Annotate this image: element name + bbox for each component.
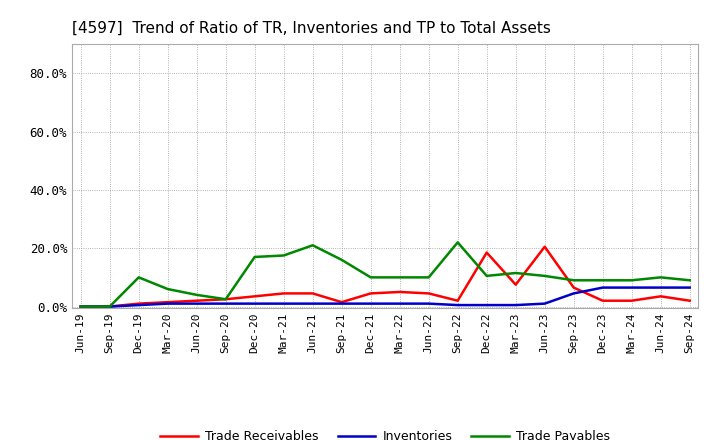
Trade Receivables: [482, 250, 491, 255]
Inventories: [105, 304, 114, 309]
Trade Payables: [338, 257, 346, 263]
Inventories: [221, 301, 230, 306]
Trade Payables: [570, 278, 578, 283]
Trade Payables: [598, 278, 607, 283]
Trade Receivables: [685, 298, 694, 303]
Inventories: [454, 302, 462, 308]
Trade Payables: [627, 278, 636, 283]
Trade Payables: [163, 286, 172, 292]
Trade Receivables: [192, 298, 201, 303]
Trade Payables: [135, 275, 143, 280]
Trade Receivables: [163, 300, 172, 305]
Inventories: [541, 301, 549, 306]
Inventories: [251, 301, 259, 306]
Inventories: [395, 301, 404, 306]
Inventories: [570, 291, 578, 296]
Trade Payables: [251, 254, 259, 260]
Trade Payables: [192, 292, 201, 297]
Inventories: [482, 302, 491, 308]
Trade Payables: [76, 304, 85, 309]
Trade Receivables: [657, 293, 665, 299]
Trade Receivables: [598, 298, 607, 303]
Trade Payables: [482, 273, 491, 279]
Trade Payables: [105, 304, 114, 309]
Inventories: [279, 301, 288, 306]
Inventories: [511, 302, 520, 308]
Trade Receivables: [454, 298, 462, 303]
Trade Payables: [308, 242, 317, 248]
Trade Payables: [366, 275, 375, 280]
Trade Receivables: [338, 300, 346, 305]
Inventories: [308, 301, 317, 306]
Trade Payables: [221, 297, 230, 302]
Trade Payables: [657, 275, 665, 280]
Trade Receivables: [105, 304, 114, 309]
Inventories: [598, 285, 607, 290]
Trade Receivables: [251, 293, 259, 299]
Trade Receivables: [541, 244, 549, 249]
Trade Receivables: [570, 285, 578, 290]
Trade Payables: [541, 273, 549, 279]
Inventories: [338, 301, 346, 306]
Trade Payables: [454, 240, 462, 245]
Trade Receivables: [366, 291, 375, 296]
Trade Payables: [424, 275, 433, 280]
Inventories: [424, 301, 433, 306]
Trade Receivables: [76, 304, 85, 309]
Trade Receivables: [135, 301, 143, 306]
Trade Payables: [395, 275, 404, 280]
Inventories: [366, 301, 375, 306]
Inventories: [685, 285, 694, 290]
Line: Trade Payables: Trade Payables: [81, 242, 690, 307]
Trade Payables: [685, 278, 694, 283]
Trade Payables: [279, 253, 288, 258]
Trade Receivables: [279, 291, 288, 296]
Inventories: [135, 302, 143, 308]
Line: Inventories: Inventories: [81, 288, 690, 307]
Inventories: [627, 285, 636, 290]
Trade Receivables: [511, 282, 520, 287]
Trade Receivables: [627, 298, 636, 303]
Inventories: [76, 304, 85, 309]
Inventories: [657, 285, 665, 290]
Text: [4597]  Trend of Ratio of TR, Inventories and TP to Total Assets: [4597] Trend of Ratio of TR, Inventories…: [72, 21, 551, 36]
Trade Receivables: [308, 291, 317, 296]
Trade Receivables: [395, 290, 404, 295]
Legend: Trade Receivables, Inventories, Trade Payables: Trade Receivables, Inventories, Trade Pa…: [156, 425, 615, 440]
Inventories: [163, 301, 172, 306]
Inventories: [192, 301, 201, 306]
Line: Trade Receivables: Trade Receivables: [81, 247, 690, 307]
Trade Receivables: [424, 291, 433, 296]
Trade Payables: [511, 270, 520, 275]
Trade Receivables: [221, 297, 230, 302]
